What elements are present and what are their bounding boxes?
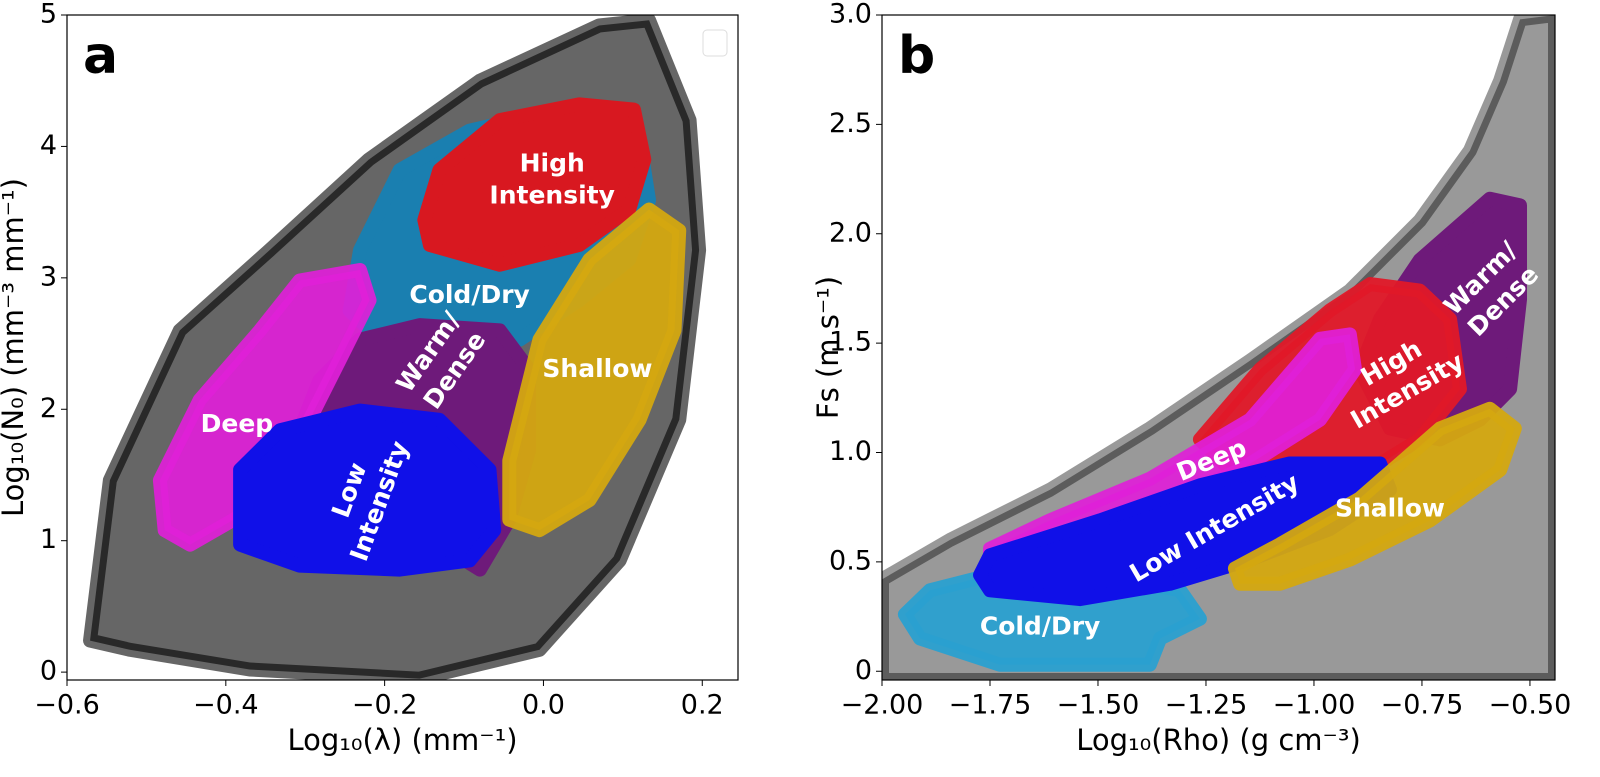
- region-label: Cold/Dry: [980, 612, 1101, 641]
- y-tick-label: 0: [855, 655, 872, 686]
- x-tick-label: −0.50: [1489, 690, 1572, 721]
- axes-frame: [66, 14, 739, 681]
- x-axis-label: Log₁₀(Rho) (g cm⁻³): [1076, 723, 1361, 757]
- region-label-line: Intensity: [489, 181, 615, 210]
- x-tick-label: −1.25: [1165, 690, 1248, 721]
- y-tick-label: 3.0: [829, 0, 872, 30]
- region-label: Shallow: [542, 354, 652, 383]
- region-label-line: High: [520, 149, 585, 178]
- region-label-line: Cold/Dry: [980, 612, 1101, 641]
- region: [152, 262, 377, 552]
- y-tick-label: 5: [40, 0, 57, 30]
- region-label-line: Shallow: [542, 354, 652, 383]
- region-label: Cold/Dry: [409, 280, 530, 309]
- y-axis-label: Fs (m s⁻¹): [811, 276, 845, 419]
- region-label: Shallow: [1335, 493, 1445, 522]
- panel-label: b: [898, 26, 935, 86]
- region: [233, 403, 502, 577]
- plot-area: [882, 15, 1555, 680]
- x-tick-label: 0.2: [681, 690, 724, 721]
- x-tick-label: −0.4: [193, 690, 259, 721]
- y-tick-label: 2.5: [829, 108, 872, 139]
- y-tick-label: 3: [40, 261, 57, 292]
- region: [502, 202, 687, 538]
- x-tick-label: −0.6: [34, 690, 100, 721]
- x-tick-label: 0.0: [522, 690, 565, 721]
- y-tick-label: 0.5: [829, 545, 872, 576]
- y-tick-label: 2: [40, 393, 57, 424]
- x-tick-label: −2.00: [841, 690, 924, 721]
- y-tick-label: 2.0: [829, 217, 872, 248]
- region-label: Deep: [201, 409, 274, 438]
- y-tick-label: 1.0: [829, 436, 872, 467]
- y-tick-label: 1: [40, 524, 57, 555]
- y-axis-label: Log₁₀(N₀) (mm⁻³ mm⁻¹): [0, 178, 30, 517]
- y-tick-label: 4: [40, 130, 57, 161]
- axes-frame: [881, 14, 1556, 681]
- region: [417, 97, 652, 272]
- y-tick-label: 0: [40, 656, 57, 687]
- region-label-line: Shallow: [1335, 493, 1445, 522]
- x-tick-label: −0.2: [352, 690, 418, 721]
- region: [1227, 401, 1522, 591]
- x-tick-label: −0.75: [1381, 690, 1464, 721]
- legend-box: [702, 29, 728, 57]
- panels: Cold/DryHighIntensityWarm/DenseDeepLowIn…: [0, 0, 1571, 757]
- region-label: High Intensity: [489, 149, 615, 210]
- x-tick-label: −1.00: [1273, 690, 1356, 721]
- plot-area: [83, 15, 707, 680]
- x-axis-label: Log₁₀(λ) (mm⁻¹): [287, 723, 517, 757]
- region-label-line: Cold/Dry: [409, 280, 530, 309]
- region-label-line: Deep: [201, 409, 274, 438]
- panel-label: a: [83, 26, 118, 86]
- x-tick-label: −1.50: [1057, 690, 1140, 721]
- y-tick-label: 1.5: [829, 327, 872, 358]
- x-tick-label: −1.75: [949, 690, 1032, 721]
